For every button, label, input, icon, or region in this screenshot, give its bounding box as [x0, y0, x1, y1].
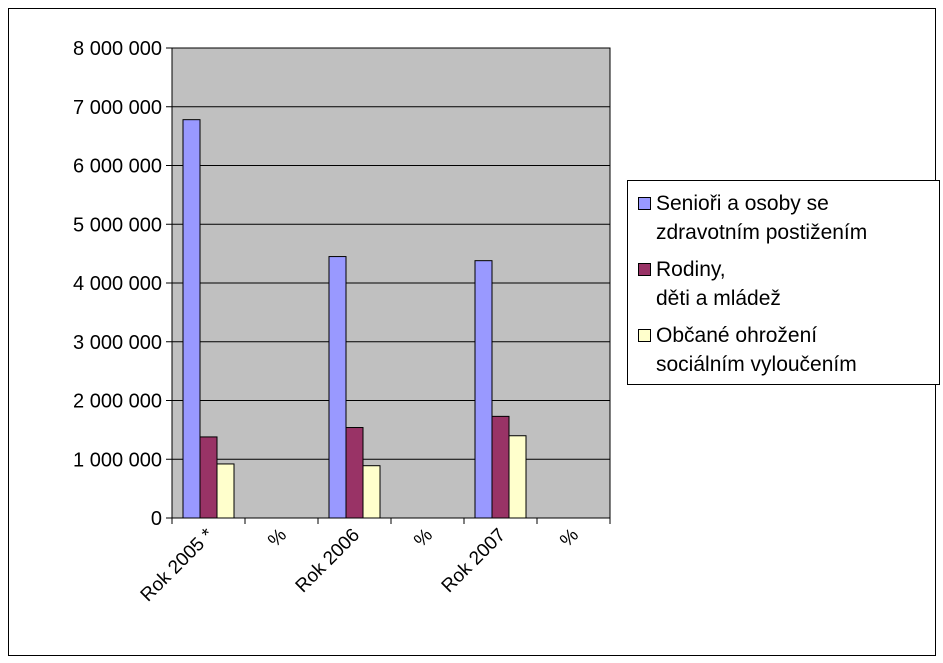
bar-2-5 [491, 415, 510, 519]
x-tick-label: % [410, 525, 437, 552]
y-tick-label: 5 000 000 [73, 214, 162, 236]
legend-label-excluded: Občané ohrožení sociálním vyloučením [656, 324, 857, 376]
y-tick-label: 8 000 000 [73, 38, 162, 60]
legend-swatch-seniors [638, 197, 651, 210]
bar-3-1 [216, 463, 235, 519]
y-tick-label: 6 000 000 [73, 156, 162, 178]
legend-label-families: Rodiny, děti a mládež [656, 258, 781, 310]
x-tick-label: Rok 2005 * [137, 524, 219, 606]
legend-label-seniors: Senioři a osoby se zdravotním postižením [656, 192, 868, 244]
y-tick-label: 1 000 000 [73, 449, 162, 471]
legend-swatch-families [638, 263, 651, 276]
y-tick-label: 0 [151, 508, 162, 530]
bar-3-3 [362, 465, 381, 519]
bar-1-1 [182, 119, 201, 519]
y-tick-label: 7 000 000 [73, 97, 162, 119]
y-tick-label: 4 000 000 [73, 273, 162, 295]
chart-legend: Senioři a osoby se zdravotním postižením… [627, 180, 940, 385]
x-tick-label: Rok 2007 [438, 525, 510, 597]
x-tick-label: Rok 2006 [292, 525, 364, 597]
bar-1-5 [474, 260, 493, 519]
x-tick-label: % [556, 525, 583, 552]
legend-swatch-excluded [638, 329, 651, 342]
bar-1-3 [328, 256, 347, 519]
y-tick-label: 2 000 000 [73, 391, 162, 413]
x-tick-label: % [264, 525, 291, 552]
bar-2-3 [345, 427, 364, 519]
bar-3-5 [508, 435, 527, 519]
y-tick-label: 3 000 000 [73, 332, 162, 354]
bar-2-1 [199, 436, 218, 519]
